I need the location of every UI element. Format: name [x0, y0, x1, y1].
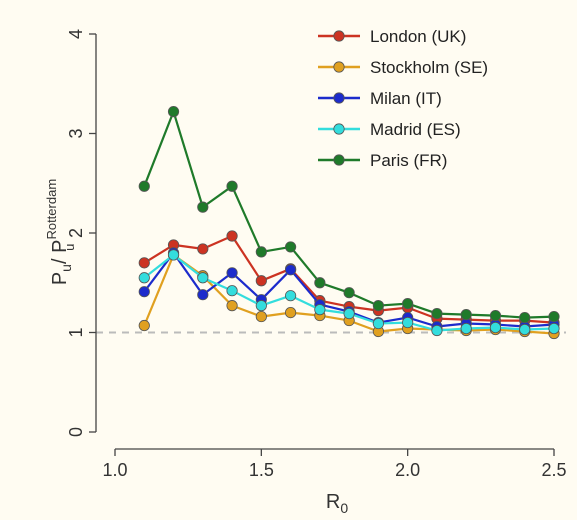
data-point	[226, 300, 238, 312]
legend-label: London (UK)	[370, 27, 466, 46]
series-3	[138, 249, 560, 337]
legend-label: Paris (FR)	[370, 151, 447, 170]
data-point	[197, 289, 209, 301]
data-point	[284, 264, 297, 276]
data-point	[402, 298, 414, 310]
legend-swatch-marker	[333, 30, 345, 42]
data-point	[226, 285, 238, 297]
data-point	[519, 311, 531, 324]
legend-label: Stockholm (SE)	[370, 58, 488, 77]
data-point	[431, 324, 443, 337]
legend-item: London (UK)	[318, 27, 466, 46]
data-point	[548, 310, 560, 323]
data-point	[460, 322, 472, 335]
data-point	[138, 286, 150, 298]
y-tick-label: 0	[66, 427, 86, 437]
y-tick-label: 4	[66, 29, 86, 39]
data-point	[489, 321, 502, 334]
data-point	[372, 317, 384, 330]
legend-item: Milan (IT)	[318, 89, 442, 108]
data-point	[489, 309, 502, 322]
data-point	[197, 272, 209, 284]
x-tick-label: 1.0	[102, 460, 127, 480]
data-point	[431, 307, 443, 320]
legend-item: Madrid (ES)	[318, 120, 461, 139]
legend-swatch-marker	[333, 154, 345, 166]
data-point	[548, 322, 560, 335]
data-point	[138, 272, 150, 284]
x-axis-label: R0	[326, 491, 348, 516]
data-point	[343, 307, 355, 320]
data-point	[197, 201, 209, 213]
series-4	[138, 106, 560, 324]
data-point	[167, 106, 180, 118]
data-point	[460, 308, 472, 321]
data-point	[255, 310, 267, 323]
data-point	[255, 275, 267, 287]
legend-label: Madrid (ES)	[370, 120, 461, 139]
data-point	[402, 316, 414, 329]
legend-item: Paris (FR)	[318, 151, 447, 170]
series-line	[143, 110, 555, 319]
data-point	[138, 257, 150, 269]
legend-label: Milan (IT)	[370, 89, 442, 108]
data-point	[284, 306, 297, 319]
data-point	[197, 243, 209, 255]
data-point	[226, 180, 238, 192]
y-axis-label: Pu/ PRotterdamu	[44, 179, 77, 285]
series-layer	[138, 106, 560, 340]
data-point	[138, 319, 150, 332]
data-point	[314, 277, 326, 289]
legend: London (UK) Stockholm (SE) Milan (IT) Madri…	[318, 27, 488, 170]
x-tick-label: 2.5	[541, 460, 566, 480]
data-point	[167, 249, 180, 261]
data-point	[284, 290, 297, 302]
axes: 0 1 2 3 4 1.0 1.5 2.0 2.5	[66, 29, 567, 480]
legend-item: Stockholm (SE)	[318, 58, 488, 77]
data-point	[255, 246, 267, 258]
data-point	[519, 323, 531, 336]
data-point	[255, 300, 267, 312]
legend-swatch-marker	[333, 92, 345, 104]
data-point	[343, 287, 355, 299]
data-point	[226, 230, 238, 242]
x-tick-label: 2.0	[395, 460, 420, 480]
data-point	[284, 241, 297, 253]
y-tick-label: 3	[66, 128, 86, 138]
y-tick-label: 2	[66, 228, 86, 238]
data-point	[138, 180, 150, 192]
legend-swatch-marker	[333, 123, 345, 135]
series-1	[138, 249, 560, 340]
data-point	[226, 267, 238, 279]
legend-swatch-marker	[333, 61, 345, 73]
x-tick-label: 1.5	[249, 460, 274, 480]
data-point	[314, 304, 326, 316]
y-tick-label: 1	[66, 327, 86, 337]
data-point	[372, 300, 384, 312]
